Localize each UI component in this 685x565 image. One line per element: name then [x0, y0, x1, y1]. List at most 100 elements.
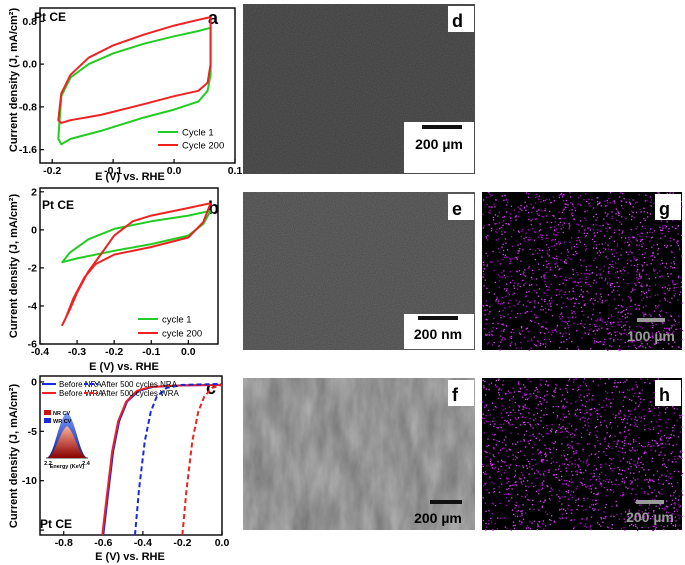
map-dot	[637, 269, 639, 271]
map-dot	[594, 325, 596, 328]
map-dot	[595, 468, 598, 471]
map-dot	[518, 406, 521, 408]
map-dot	[541, 488, 543, 490]
map-dot	[643, 469, 645, 471]
map-dot	[566, 512, 568, 515]
map-dot	[660, 439, 663, 441]
map-dot	[602, 270, 605, 273]
map-dot	[556, 304, 558, 306]
map-dot	[579, 278, 581, 280]
map-dot	[640, 517, 642, 519]
map-dot	[538, 323, 540, 325]
map-dot	[615, 213, 617, 215]
map-dot	[596, 266, 598, 268]
map-dot	[537, 252, 539, 254]
map-dot	[600, 471, 603, 473]
map-dot	[605, 398, 607, 400]
map-dot	[532, 464, 534, 467]
map-dot	[648, 288, 650, 290]
map-dot	[531, 468, 533, 470]
map-dot	[651, 480, 654, 482]
map-dot	[556, 326, 558, 328]
map-dot	[607, 321, 609, 323]
map-dot	[558, 211, 560, 213]
map-dot	[554, 441, 556, 443]
map-dot	[642, 409, 644, 411]
map-dot	[593, 509, 595, 512]
map-dot	[625, 218, 627, 220]
map-dot	[605, 390, 607, 393]
map-dot	[499, 517, 501, 520]
map-dot	[527, 340, 529, 342]
map-dot	[675, 328, 677, 330]
map-dot	[634, 289, 636, 291]
map-dot	[646, 479, 648, 481]
map-dot	[610, 333, 613, 336]
map-dot	[677, 240, 679, 242]
map-dot	[570, 402, 572, 405]
map-dot	[527, 499, 529, 501]
map-dot	[643, 217, 645, 220]
map-dot	[565, 306, 567, 308]
map-dot	[493, 434, 495, 436]
legend-label-c-0: Before NRA	[59, 380, 102, 389]
map-dot	[524, 512, 527, 514]
map-dot	[621, 391, 623, 393]
map-dot	[601, 319, 603, 321]
map-dot	[482, 471, 484, 474]
map-dot	[566, 401, 568, 403]
map-dot	[584, 378, 586, 380]
map-dot	[677, 458, 679, 460]
map-dot	[604, 436, 607, 439]
map-dot	[562, 463, 564, 465]
map-dot	[508, 448, 510, 450]
map-dot	[584, 273, 586, 275]
map-dot	[568, 227, 570, 229]
map-dot	[525, 328, 527, 330]
map-dot	[521, 495, 523, 498]
map-dot	[522, 466, 525, 469]
map-dot	[663, 518, 665, 520]
map-dot	[542, 343, 544, 345]
map-dot	[679, 451, 681, 453]
map-dot	[597, 203, 599, 205]
map-dot	[625, 309, 627, 311]
map-dot	[663, 330, 665, 332]
map-dot	[671, 451, 673, 453]
map-dot	[543, 501, 545, 503]
legend-label-c-1: Before WRA	[59, 389, 104, 398]
map-dot	[641, 244, 643, 246]
map-image-h	[482, 378, 682, 530]
map-dot	[554, 263, 556, 265]
map-dot	[577, 498, 580, 500]
map-dot	[492, 503, 495, 505]
map-dot	[583, 232, 585, 234]
map-dot	[482, 497, 484, 499]
map-dot	[656, 272, 658, 274]
map-dot	[553, 390, 555, 392]
map-dot	[658, 454, 660, 456]
map-dot	[544, 209, 546, 212]
map-dot	[655, 332, 658, 334]
map-dot	[600, 296, 602, 298]
map-dot	[587, 292, 589, 294]
map-dot	[580, 320, 583, 322]
map-dot	[507, 414, 510, 417]
map-dot	[636, 244, 638, 246]
map-dot	[673, 434, 675, 437]
map-dot	[521, 510, 523, 512]
map-dot	[503, 249, 505, 252]
map-dot	[666, 331, 668, 333]
map-dot	[546, 401, 548, 403]
map-dot	[552, 196, 554, 198]
chart-title-a: Pt CE	[34, 10, 66, 24]
map-dot	[482, 305, 485, 307]
map-dot	[522, 480, 524, 482]
map-dot	[638, 194, 640, 196]
map-dot	[539, 402, 542, 405]
map-dot	[601, 320, 603, 322]
map-dot	[524, 312, 526, 314]
map-dot	[571, 519, 573, 521]
map-dot	[634, 304, 636, 306]
map-dot	[575, 450, 577, 452]
